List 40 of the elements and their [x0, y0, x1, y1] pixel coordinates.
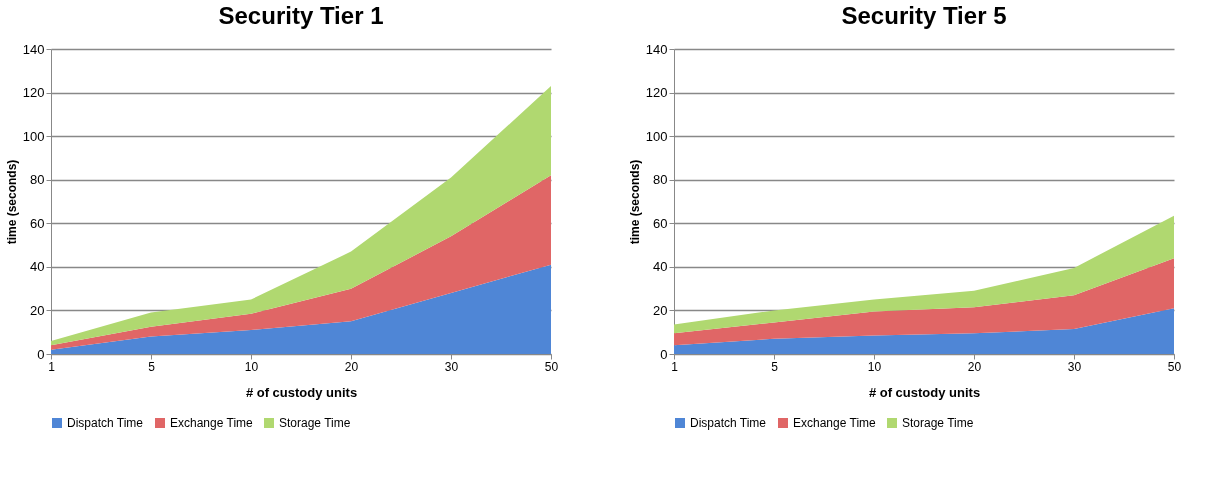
x-tick-label: 50 [1167, 359, 1182, 374]
y-tick-label: 20 [30, 302, 45, 318]
y-tick-label: 80 [30, 172, 45, 188]
y-tick-label: 120 [645, 85, 668, 101]
y-tick-label: 100 [22, 128, 45, 144]
x-tick-label: 10 [867, 359, 882, 374]
x-tick-label: 30 [1067, 359, 1082, 374]
legend-label: Storage Time [902, 416, 974, 430]
x-tick-label: 20 [967, 359, 982, 374]
x-tick-label: 1 [671, 359, 679, 374]
chart-title: Security Tier 5 [841, 2, 1007, 29]
legend-label: Dispatch Time [67, 416, 144, 430]
legend-label: Dispatch Time [690, 416, 767, 430]
y-tick-label: 100 [645, 128, 668, 144]
legend-label: Exchange Time [170, 416, 254, 430]
legend-label: Storage Time [279, 416, 351, 430]
y-tick-label: 0 [37, 346, 45, 362]
x-tick-label: 30 [444, 359, 459, 374]
y-tick-label: 140 [645, 41, 668, 57]
x-axis-title: # of custody units [868, 384, 981, 400]
x-axis-title: # of custody units [245, 384, 358, 400]
x-tick-label: 5 [771, 359, 779, 374]
y-tick-label: 20 [653, 302, 668, 318]
y-tick-label: 60 [30, 215, 45, 231]
x-tick-label: 50 [544, 359, 559, 374]
chart-title: Security Tier 1 [218, 2, 384, 29]
y-tick-label: 40 [653, 259, 668, 275]
x-tick-label: 20 [344, 359, 359, 374]
y-tick-label: 80 [653, 172, 668, 188]
y-axis-title: time (seconds) [4, 159, 19, 245]
y-tick-label: 60 [653, 215, 668, 231]
x-tick-label: 10 [244, 359, 259, 374]
y-tick-label: 40 [30, 259, 45, 275]
y-tick-label: 140 [22, 41, 45, 57]
y-tick-label: 120 [22, 85, 45, 101]
x-tick-label: 5 [148, 359, 156, 374]
y-tick-label: 0 [660, 346, 668, 362]
x-tick-label: 1 [48, 359, 56, 374]
legend-label: Exchange Time [793, 416, 877, 430]
y-axis-title: time (seconds) [627, 159, 642, 245]
